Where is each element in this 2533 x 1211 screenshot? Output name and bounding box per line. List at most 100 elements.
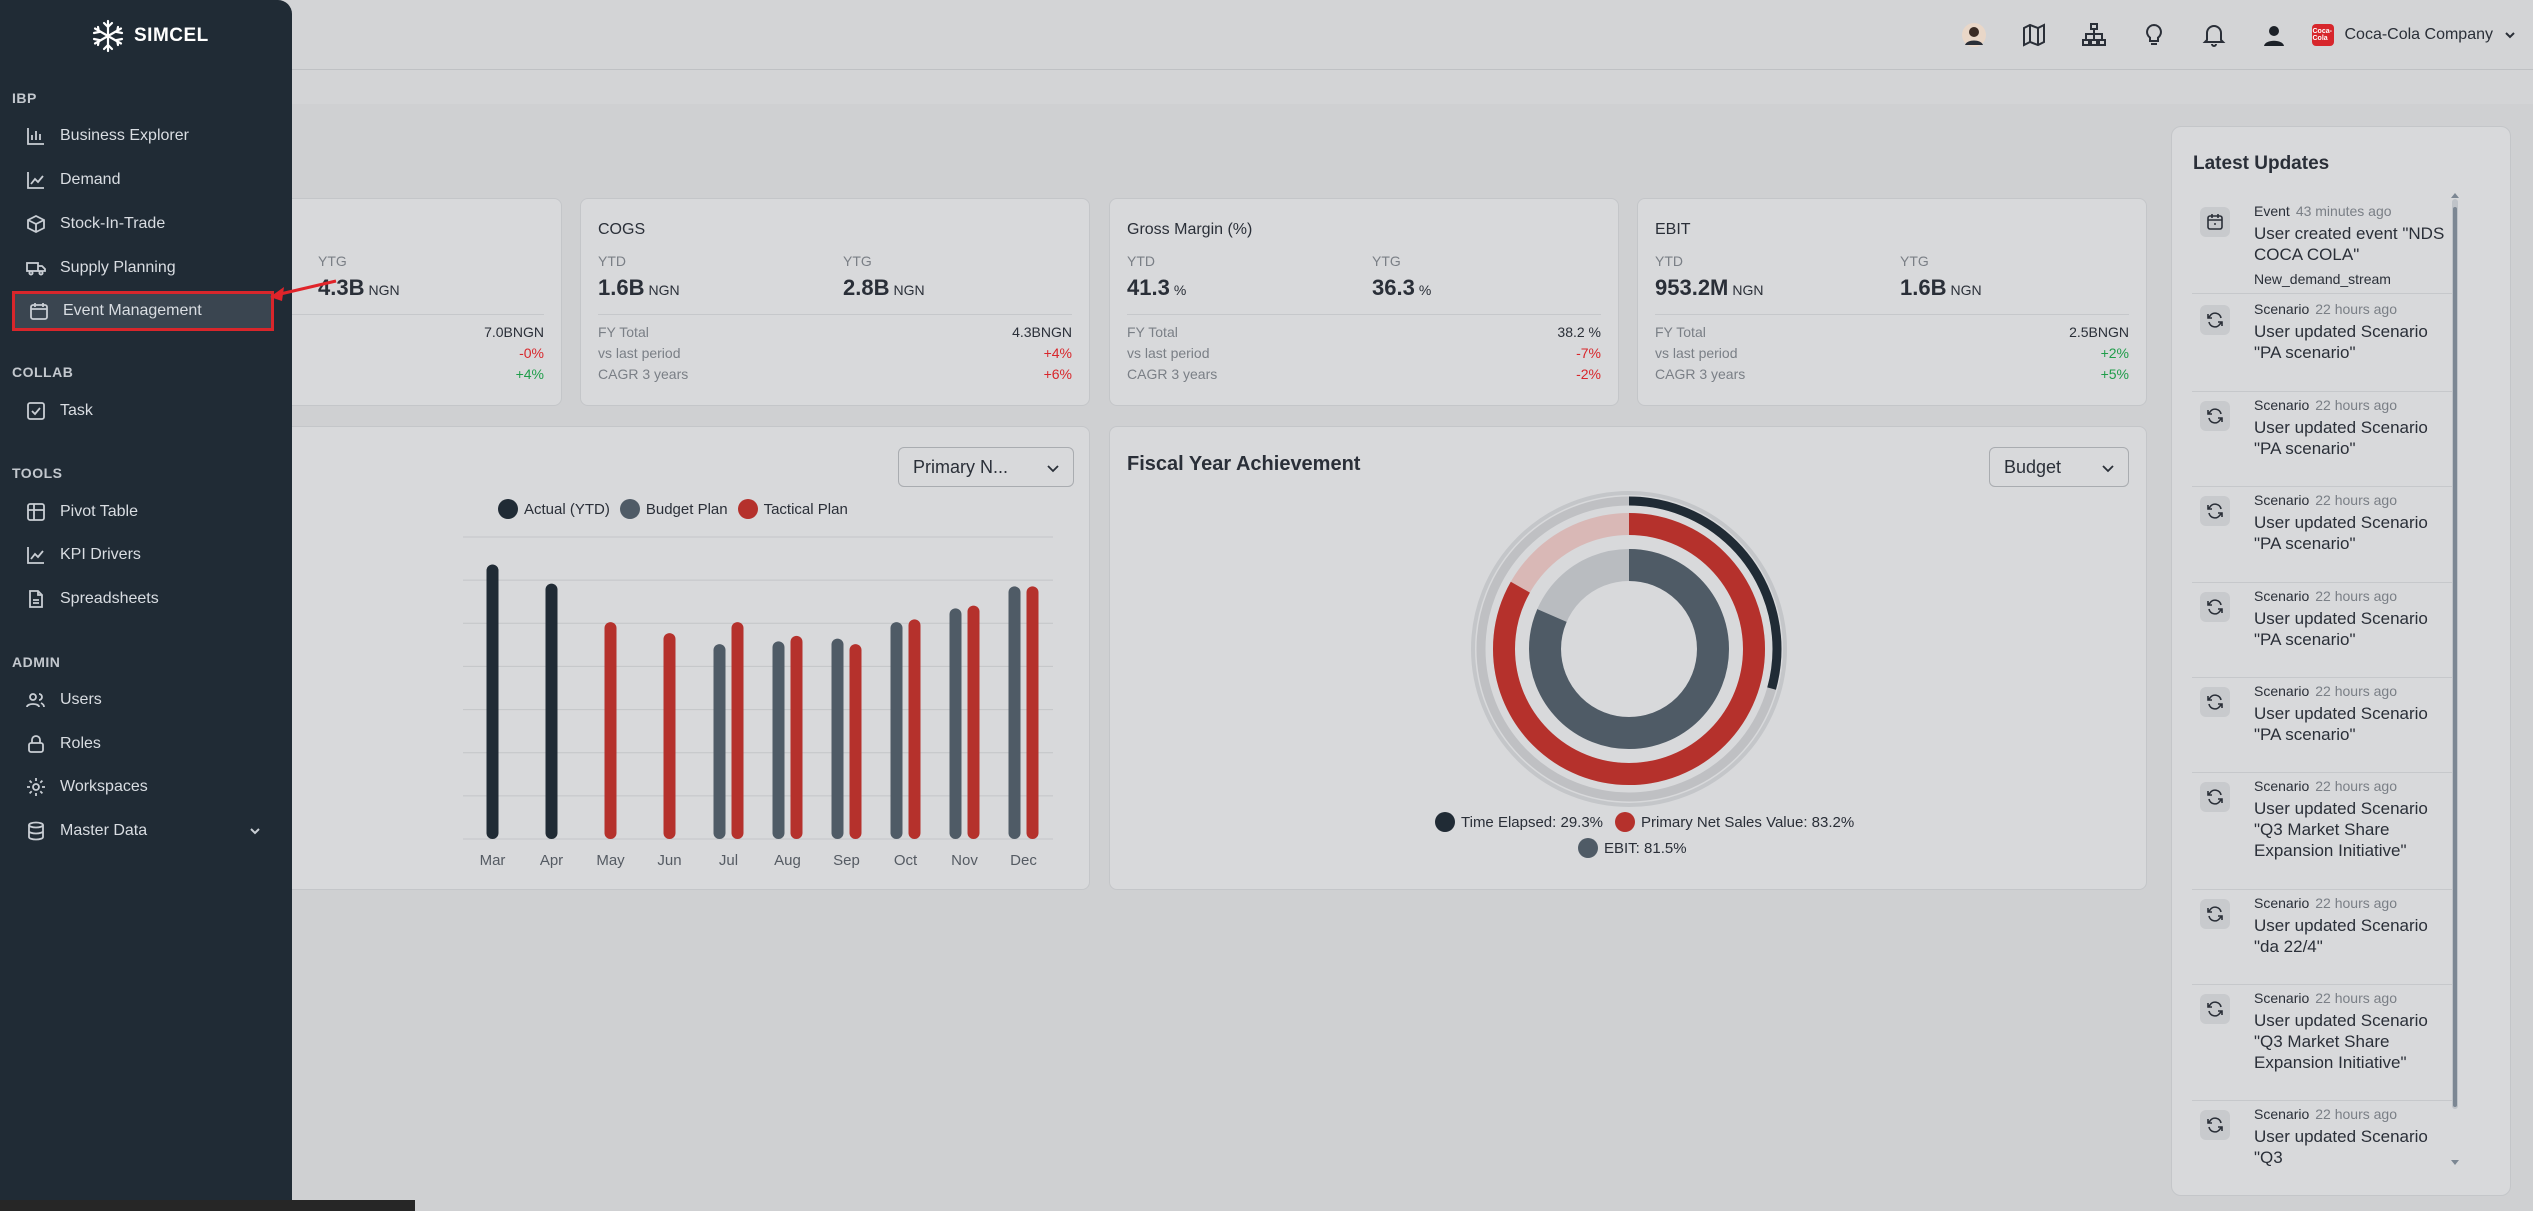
update-item[interactable]: Scenario 22 hours ago User updated Scenari… — [2192, 393, 2452, 488]
sidebar-item-roles[interactable]: Roles — [12, 724, 274, 764]
update-item[interactable]: Scenario 22 hours ago User updated Scenari… — [2192, 488, 2452, 584]
chevron-down-icon — [2505, 32, 2515, 39]
sidebar-item-event-management[interactable]: Event Management — [12, 291, 274, 331]
update-item[interactable]: Scenario 22 hours ago User updated Scenari… — [2192, 986, 2452, 1102]
bar-budget-plan-nov[interactable] — [949, 608, 962, 839]
update-item[interactable]: Event 43 minutes ago User created event "N… — [2192, 199, 2452, 295]
sidebar: SIMCEL IBP Business Explorer Demand Stoc… — [0, 0, 292, 1211]
legend-swatch — [1435, 812, 1455, 832]
x-tick-label: Nov — [951, 852, 978, 869]
kpi-card-ebit: EBIT YTD 953.2M NGN YTG 1.6B NGN FY Total 2… — [1637, 198, 2147, 406]
bell-icon[interactable] — [2184, 15, 2244, 55]
kpi-fy-row: FY Total 38.2 % — [1127, 324, 1601, 340]
brand-logo[interactable]: SIMCEL — [90, 18, 209, 54]
x-tick-label: Jun — [657, 852, 681, 869]
sidebar-item-label: Pivot Table — [60, 503, 138, 520]
ring-time-elapsed[interactable] — [1476, 496, 1782, 802]
sidebar-item-master-data[interactable]: Master Data — [12, 811, 274, 851]
bar-tactical-plan-sep[interactable] — [849, 644, 862, 839]
header-actions: Coca-Cola Coca-Cola Company — [1944, 15, 2517, 55]
update-type: Scenario — [2254, 990, 2310, 1006]
update-divider — [2192, 889, 2452, 890]
refresh-icon — [2200, 994, 2230, 1024]
bar-actual-ytd--mar[interactable] — [486, 564, 499, 839]
update-message: User updated Scenario "PA scenario" — [2254, 322, 2428, 362]
monthly-chart-card: Primary N... Actual (YTD) Budget Plan Ta… — [192, 426, 1090, 890]
sidebar-item-supply-planning[interactable]: Supply Planning — [12, 248, 274, 288]
bar-budget-plan-aug[interactable] — [772, 641, 785, 839]
database-icon — [28, 821, 44, 841]
kpi-ytg-label: YTG — [1900, 253, 1929, 269]
assistant-avatar-icon[interactable] — [1944, 15, 2004, 55]
sidebar-item-business-explorer[interactable]: Business Explorer — [12, 116, 274, 156]
kpi-cagr-row: +4% — [515, 366, 544, 382]
update-meta: Scenario 22 hours ago — [2254, 301, 2397, 317]
scroll-up-icon[interactable] — [2450, 191, 2460, 199]
plan-select[interactable]: Budget — [1989, 447, 2129, 487]
bar-tactical-plan-jun[interactable] — [663, 633, 676, 839]
bar-tactical-plan-aug[interactable] — [790, 635, 803, 839]
scroll-down-icon[interactable] — [2450, 1159, 2460, 1167]
lock-icon — [28, 735, 44, 753]
sidebar-item-stock-in-trade[interactable]: Stock-In-Trade — [12, 204, 274, 244]
update-time: 22 hours ago — [2315, 990, 2397, 1006]
kpi-title: Gross Margin (%) — [1127, 221, 1253, 238]
bar-tactical-plan-dec[interactable] — [1026, 586, 1039, 839]
update-meta: Scenario 22 hours ago — [2254, 588, 2397, 604]
update-item[interactable]: Scenario 22 hours ago User updated Scenari… — [2192, 297, 2452, 393]
update-time: 22 hours ago — [2315, 588, 2397, 604]
update-item[interactable]: Scenario 22 hours ago User updated Scenari… — [2192, 679, 2452, 774]
user-profile-icon[interactable] — [2244, 15, 2304, 55]
sidebar-item-users[interactable]: Users — [12, 680, 274, 720]
update-meta: Scenario 22 hours ago — [2254, 895, 2397, 911]
update-item[interactable]: Scenario 22 hours ago User updated Scenari… — [2192, 774, 2452, 891]
update-message: User updated Scenario "PA scenario" — [2254, 418, 2428, 458]
company-switcher[interactable]: Coca-Cola Coca-Cola Company — [2312, 24, 2517, 46]
sidebar-item-label: Spreadsheets — [60, 590, 159, 607]
kpi-ytd-label: YTD — [1655, 253, 1683, 269]
checkbox-icon — [27, 402, 45, 420]
sidebar-item-workspaces[interactable]: Workspaces — [12, 767, 274, 807]
sidebar-item-label: Event Management — [63, 302, 202, 319]
update-time: 22 hours ago — [2315, 492, 2397, 508]
update-message: User updated Scenario "da 22/4" — [2254, 916, 2428, 956]
refresh-icon — [2200, 1110, 2230, 1140]
map-icon[interactable] — [2004, 15, 2064, 55]
kpi-cagr-row: CAGR 3 years -2% — [1127, 366, 1601, 382]
update-meta: Scenario 22 hours ago — [2254, 1106, 2397, 1122]
x-tick-label: Dec — [1010, 852, 1037, 869]
bar-actual-ytd--apr[interactable] — [545, 583, 558, 839]
ring-primary-net-sales-value[interactable] — [1493, 513, 1765, 785]
bar-tactical-plan-may[interactable] — [604, 622, 617, 839]
metric-select[interactable]: Primary N... — [898, 447, 1074, 487]
bar-budget-plan-sep[interactable] — [831, 638, 844, 839]
x-tick-label: Oct — [894, 852, 918, 869]
bar-tactical-plan-jul[interactable] — [731, 622, 744, 839]
update-item[interactable]: Scenario 22 hours ago User updated Scenari… — [2192, 891, 2452, 986]
annotation-arrow-icon — [270, 279, 337, 301]
sidebar-item-demand[interactable]: Demand — [12, 160, 274, 200]
update-type: Scenario — [2254, 492, 2310, 508]
bar-tactical-plan-oct[interactable] — [908, 619, 921, 839]
hierarchy-icon[interactable] — [2064, 15, 2124, 55]
update-item[interactable]: Scenario 22 hours ago User updated Scenari… — [2192, 584, 2452, 679]
sidebar-item-pivot-table[interactable]: Pivot Table — [12, 492, 274, 532]
bar-budget-plan-jul[interactable] — [713, 644, 726, 839]
lightbulb-icon[interactable] — [2124, 15, 2184, 55]
kpi-divider — [598, 314, 1072, 315]
sidebar-item-task[interactable]: Task — [12, 391, 274, 431]
update-item[interactable]: Scenario 22 hours ago User updated Scenari… — [2192, 1102, 2452, 1167]
kpi-ytg-value: 4.3B NGN — [318, 275, 400, 300]
ring-ebit[interactable] — [1529, 549, 1729, 749]
sidebar-item-spreadsheets[interactable]: Spreadsheets — [12, 579, 274, 619]
bar-budget-plan-dec[interactable] — [1008, 586, 1021, 839]
kpi-ytd-label: YTD — [1127, 253, 1155, 269]
legend-label: Actual (YTD) — [524, 500, 610, 518]
sidebar-item-kpi-drivers[interactable]: KPI Drivers — [12, 535, 274, 575]
bar-tactical-plan-nov[interactable] — [967, 605, 980, 839]
legend-label: EBIT: 81.5% — [1604, 839, 1687, 857]
update-divider — [2192, 391, 2452, 392]
chevron-down-icon — [250, 828, 260, 835]
bar-budget-plan-oct[interactable] — [890, 622, 903, 839]
updates-scroll-thumb[interactable] — [2453, 207, 2457, 1107]
